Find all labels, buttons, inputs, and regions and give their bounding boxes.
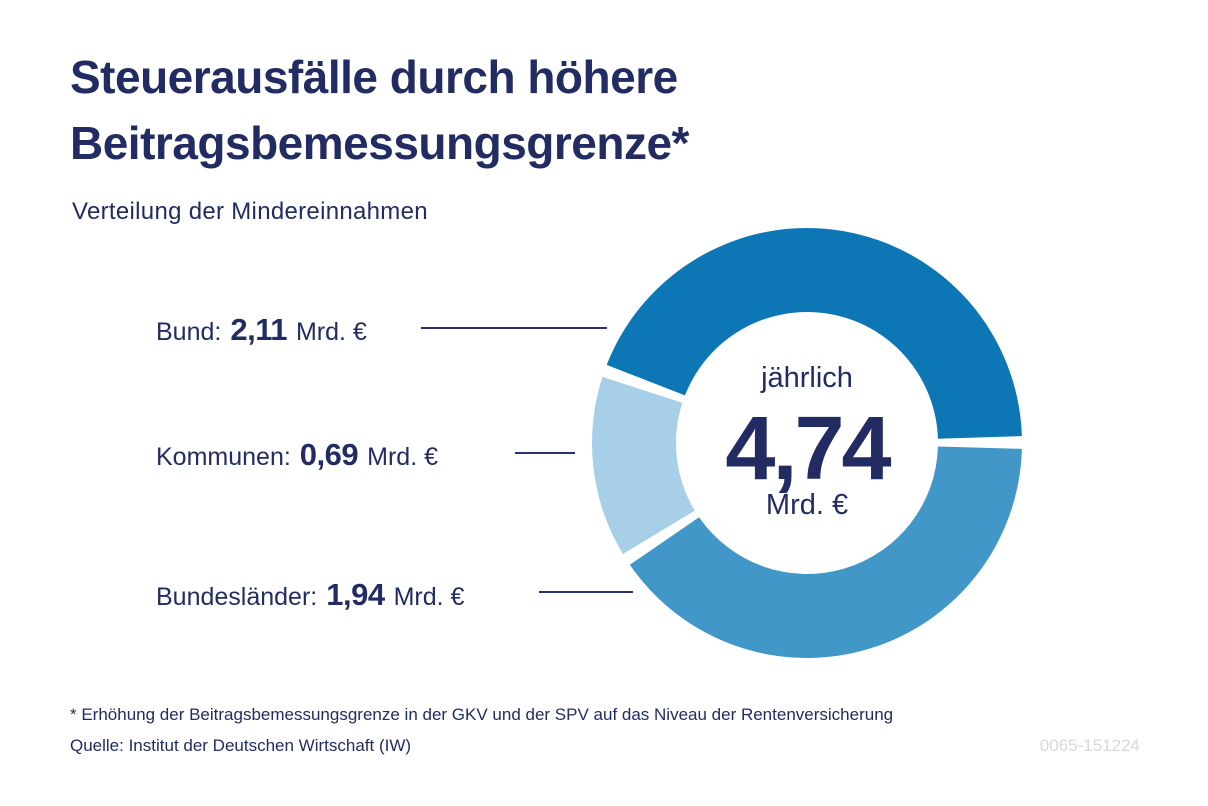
segment-label-kommunen-value: 0,69 [299,437,359,472]
figure-code: 0065-151224 [1039,736,1140,755]
donut-center-total-value: 4,74 [725,399,891,499]
leader-line-bundeslaender [539,591,633,593]
donut-segment-bundeslaender [629,446,1022,659]
donut-segment-bund [606,228,1022,439]
leader-line-bund [421,327,607,329]
segment-label-bund-unit: Mrd. € [295,318,367,346]
page-title-line2: Beitragsbemessungsgrenze* [70,117,689,169]
footnote-text: * Erhöhung der Beitragsbemessungsgrenze … [70,705,894,724]
source-text: Quelle: Institut der Deutschen Wirtschaf… [70,736,412,755]
donut-segment-kommunen [592,376,695,555]
segment-label-bund: Bund: 2,11 Mrd. € [156,312,367,348]
segment-label-kommunen-unit: Mrd. € [367,443,438,471]
segment-label-bundeslaender-value: 1,94 [326,577,385,612]
donut-center-label-top: jährlich [761,362,853,394]
segment-label-bundeslaender: Bundesländer: 1,94 Mrd. € [156,577,464,613]
donut-center-label-bottom: Mrd. € [765,489,849,521]
page-title: Steuerausfälle durch höhere Beitragsbeme… [70,44,689,176]
page-title-line1: Steuerausfälle durch höhere [70,51,678,103]
donut-chart [592,228,1022,659]
leader-line-kommunen [515,452,575,454]
segment-label-bundeslaender-unit: Mrd. € [393,583,465,611]
chart-subtitle: Verteilung der Mindereinnahmen [72,198,428,225]
segment-label-bundeslaender-name: Bundesländer: [156,583,318,611]
segment-label-bund-value: 2,11 [230,312,287,347]
segment-label-bund-name: Bund: [156,318,222,346]
segment-label-kommunen-name: Kommunen: [156,443,291,471]
segment-label-kommunen: Kommunen: 0,69 Mrd. € [156,437,438,473]
